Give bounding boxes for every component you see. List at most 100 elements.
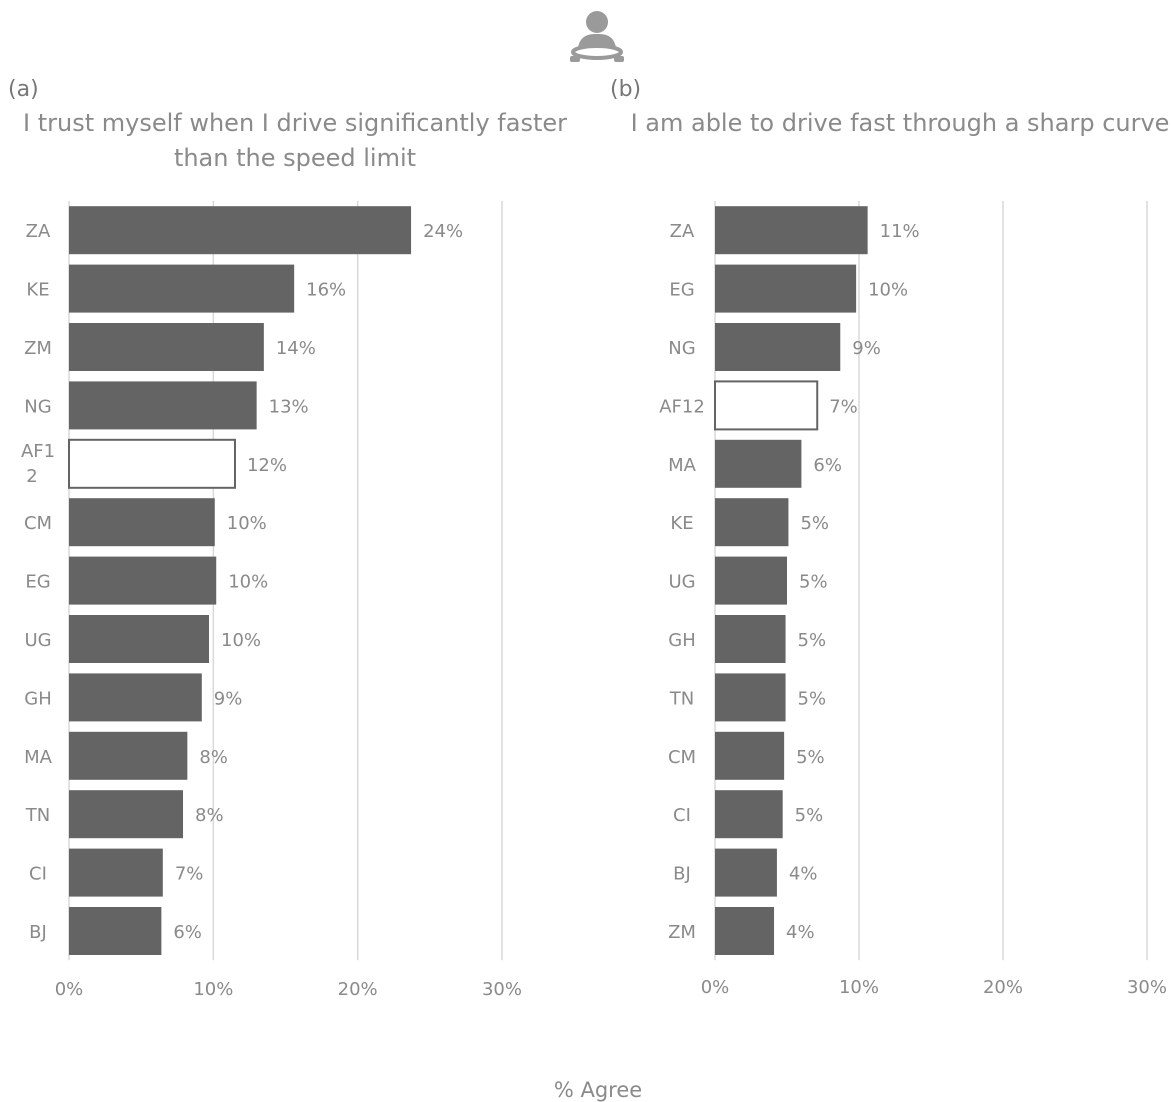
x-tick-label: 30% [482,979,522,1000]
panel-b-label: (b) [610,77,641,102]
x-tick-label: 10% [193,979,233,1000]
bar [715,323,841,371]
data-label: 6% [173,922,202,943]
category-label: MA [24,747,53,768]
category-label: CM [24,513,52,534]
data-label: 12% [247,455,287,476]
data-label: 8% [199,747,228,768]
category-label: BJ [29,922,47,943]
panel-a-title-line-1: I trust myself when I drive significantl… [23,109,567,137]
panel-a-bars [68,206,412,955]
bar [69,264,295,313]
panel-b-data-labels: 11% 10% 9% 7% 6% 5% 5% 5% 5% 5% 5% 4% 4% [786,221,920,943]
category-label: NG [668,338,695,359]
category-label: CI [673,805,691,826]
panel-b-x-tick-labels: 0% 10% 20% 30% [701,977,1167,998]
category-label: CI [29,864,47,885]
category-label: ZM [24,338,52,359]
category-label: TN [25,805,50,826]
data-label: 9% [214,688,243,709]
data-label: 11% [880,221,920,242]
data-label: 4% [789,864,818,885]
bar [715,907,775,955]
category-label: AF12 [659,396,705,417]
panel-a-title-line-2: than the speed limit [174,144,416,172]
category-label: ZA [26,221,51,242]
bar [715,848,777,897]
data-label: 10% [227,513,267,534]
panel-b-title-line-1: I am able to drive fast through a sharp … [631,109,1170,137]
data-label: 9% [852,338,881,359]
x-tick-label: 20% [983,977,1023,998]
data-label: 5% [795,805,824,826]
bar [69,206,412,255]
data-label: 5% [798,630,827,651]
bar [715,615,786,663]
data-label: 10% [228,572,268,593]
bar [69,381,257,430]
bar [715,556,787,605]
data-label: 8% [195,805,224,826]
bar [69,790,184,839]
data-label: 5% [798,688,827,709]
bar [69,907,162,955]
x-tick-label: 20% [338,979,378,1000]
driver-steering-wheel-icon [570,11,624,62]
panel-a-label: (a) [8,77,39,102]
x-tick-label: 0% [701,977,730,998]
category-label: NG [24,396,51,417]
data-label: 5% [796,747,825,768]
category-label: ZM [668,922,696,943]
data-label: 14% [276,338,316,359]
data-label: 7% [829,396,858,417]
bar [715,206,868,255]
category-label: UG [668,572,695,593]
data-label: 7% [175,864,204,885]
panel-a-data-labels: 24% 16% 14% 13% 12% 10% 10% 10% 9% 8% 8% 7% 6% [173,221,463,943]
panel-b-category-labels: ZA EG NG AF12 MA KE UG GH TN CM CI BJ ZM [659,221,705,943]
panel-b-bars [714,206,868,955]
category-label: GH [24,688,51,709]
bar-highlight [714,380,819,431]
category-label: CM [668,747,696,768]
bar [69,848,163,897]
panel-a-category-labels: ZA KE ZM NG AF1 2 CM EG UG GH MA TN CI BJ [21,221,55,943]
bar-highlight [68,438,236,489]
panel-a-chart: (a) I trust myself when I drive signific… [8,77,567,1000]
bar [69,673,202,722]
bar [69,498,215,547]
category-label: MA [668,455,697,476]
bar [69,731,188,780]
data-label: 5% [800,513,829,534]
category-label: GH [668,630,695,651]
category-label: EG [669,280,694,301]
data-label: 13% [269,396,309,417]
bar [715,498,789,547]
bar [715,731,785,780]
x-tick-label: 0% [55,979,84,1000]
category-label: UG [24,630,51,651]
category-label: KE [26,280,49,301]
panel-b-chart: (b) I am able to drive fast through a sh… [610,77,1169,998]
bar [69,323,264,371]
data-label: 10% [868,280,908,301]
category-label: EG [25,572,50,593]
category-label: ZA [670,221,695,242]
x-tick-label: 30% [1127,977,1167,998]
x-axis-title: % Agree [554,1078,642,1102]
data-label: 4% [786,922,815,943]
category-label: BJ [673,864,691,885]
bar [715,790,783,839]
category-label: KE [670,513,693,534]
category-label: TN [669,688,694,709]
bar [715,673,786,722]
x-tick-label: 10% [839,977,879,998]
data-label: 24% [423,221,463,242]
bar [715,439,802,488]
bar [69,556,217,605]
data-label: 5% [799,572,828,593]
bar [715,264,857,313]
bar [69,615,210,663]
